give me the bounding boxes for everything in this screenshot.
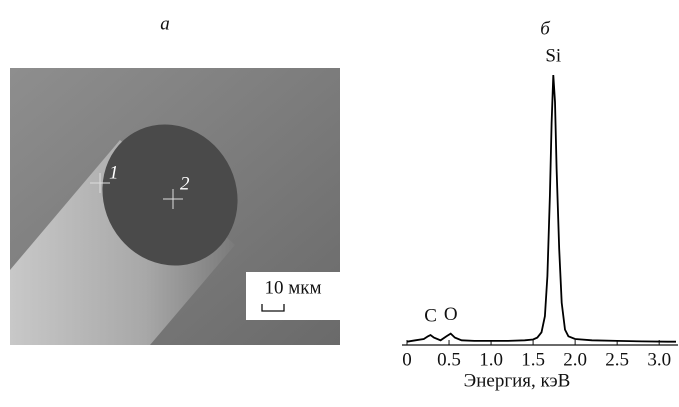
marker-label: 2	[180, 173, 190, 194]
x-tick-label: 1.0	[479, 349, 503, 370]
x-tick-label: 1.5	[521, 349, 545, 370]
x-axis-label: Энергия, кэВ	[464, 370, 571, 391]
peak-label: O	[444, 304, 458, 325]
peak-label: Si	[545, 45, 561, 66]
x-tick-label: 0	[402, 349, 412, 370]
sem-image: 1 2 10 мкм	[10, 68, 340, 345]
x-tick-label: 2.5	[605, 349, 629, 370]
x-tick-label: 3.0	[647, 349, 671, 370]
x-tick-label: 0.5	[437, 349, 461, 370]
figure: а 1 2 10 мкм б Энергия, кэВ 0 0.5 1.0 1.5 2.…	[0, 0, 679, 402]
spectrum-line	[407, 75, 676, 342]
panel-label: б	[540, 18, 551, 39]
peak-label: C	[424, 305, 437, 326]
marker-label: 1	[109, 162, 119, 183]
scale-bar-label: 10 мкм	[264, 277, 321, 298]
panel-label: а	[160, 13, 170, 34]
x-tick-label: 2.0	[563, 349, 587, 370]
